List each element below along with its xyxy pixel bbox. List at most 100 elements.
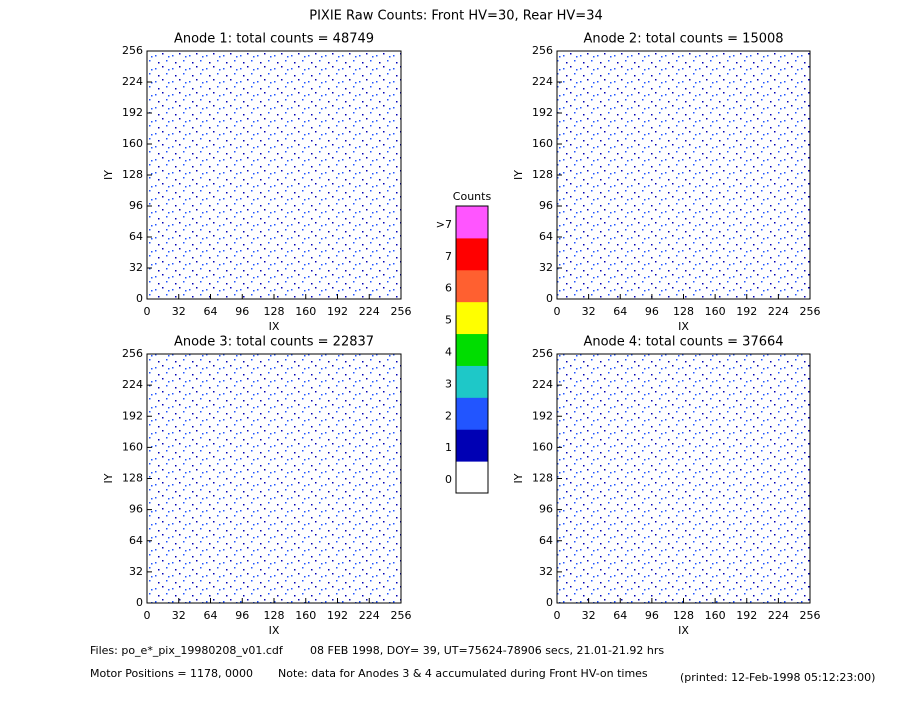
y-tick-label: 224 <box>122 378 143 391</box>
y-tick-label: 192 <box>532 409 553 422</box>
panel-title: Anode 3: total counts = 22837 <box>174 335 374 350</box>
y-tick-label: 0 <box>136 292 143 305</box>
x-tick-label: 192 <box>736 609 757 622</box>
y-tick-label: 160 <box>122 137 143 150</box>
y-tick-label: 224 <box>532 75 553 88</box>
y-tick-label: 160 <box>532 440 553 453</box>
colorbar-swatch <box>455 364 489 398</box>
x-tick-label: 64 <box>613 609 627 622</box>
colorbar-label: 2 <box>445 409 452 422</box>
footer-motor: Motor Positions = 1178, 0000 <box>90 667 253 680</box>
colorbar-swatch <box>455 237 489 271</box>
x-tick-label: 128 <box>264 305 285 318</box>
panel-title: Anode 1: total counts = 48749 <box>174 32 374 47</box>
plot-area <box>146 50 402 300</box>
y-tick-label: 32 <box>539 565 553 578</box>
colorbar-title: Counts <box>453 190 492 203</box>
y-tick-label: 128 <box>122 168 143 181</box>
y-tick-label: 192 <box>122 409 143 422</box>
colorbar-label: 7 <box>445 250 452 263</box>
panel-title: Anode 2: total counts = 15008 <box>583 32 783 47</box>
x-tick-label: 128 <box>673 609 694 622</box>
x-tick-label: 0 <box>554 305 561 318</box>
footer-files: Files: po_e*_pix_19980208_v01.cdf <box>90 644 284 657</box>
y-tick-label: 32 <box>129 565 143 578</box>
x-tick-label: 160 <box>295 305 316 318</box>
x-axis-label: IX <box>269 624 280 637</box>
y-tick-label: 256 <box>122 347 143 360</box>
x-tick-label: 160 <box>705 305 726 318</box>
x-tick-label: 0 <box>144 609 151 622</box>
y-tick-label: 0 <box>546 596 553 609</box>
colorbar-frame <box>455 205 489 494</box>
x-tick-label: 32 <box>172 305 186 318</box>
footer-note: Note: data for Anodes 3 & 4 accumulated … <box>278 667 648 680</box>
x-tick-label: 96 <box>645 305 659 318</box>
y-tick-label: 64 <box>539 230 553 243</box>
y-tick-label: 0 <box>136 596 143 609</box>
x-tick-label: 192 <box>736 305 757 318</box>
colorbar-label: >7 <box>436 218 452 231</box>
y-tick-label: 64 <box>539 534 553 547</box>
x-tick-label: 0 <box>144 305 151 318</box>
colorbar-label: 4 <box>445 346 452 359</box>
y-axis-label: IY <box>102 473 115 483</box>
plot-area <box>556 50 811 300</box>
y-tick-label: 64 <box>129 230 143 243</box>
y-axis-label: IY <box>512 473 525 483</box>
x-tick-label: 96 <box>235 305 249 318</box>
colorbar-label: 1 <box>445 441 452 454</box>
x-tick-label: 32 <box>582 609 596 622</box>
x-axis-label: IX <box>269 320 280 333</box>
colorbar-label: 5 <box>445 314 452 327</box>
x-tick-label: 64 <box>204 609 218 622</box>
x-tick-label: 256 <box>800 305 821 318</box>
x-tick-label: 96 <box>645 609 659 622</box>
x-tick-label: 224 <box>359 609 380 622</box>
colorbar-swatch <box>455 301 489 335</box>
x-tick-label: 224 <box>768 305 789 318</box>
footer-printed: (printed: 12-Feb-1998 05:12:23:00) <box>680 671 875 684</box>
y-axis-label: IY <box>102 170 115 180</box>
y-tick-label: 32 <box>539 261 553 274</box>
y-tick-label: 224 <box>122 75 143 88</box>
figure-title: PIXIE Raw Counts: Front HV=30, Rear HV=3… <box>309 9 603 24</box>
x-tick-label: 96 <box>235 609 249 622</box>
y-tick-label: 224 <box>532 378 553 391</box>
x-tick-label: 256 <box>800 609 821 622</box>
y-tick-label: 0 <box>546 292 553 305</box>
y-tick-label: 256 <box>532 44 553 57</box>
x-tick-label: 192 <box>327 305 348 318</box>
y-tick-label: 128 <box>532 168 553 181</box>
colorbar-swatch <box>455 460 489 494</box>
x-tick-label: 224 <box>359 305 380 318</box>
panel-title: Anode 4: total counts = 37664 <box>583 335 783 350</box>
y-tick-label: 96 <box>539 503 553 516</box>
x-tick-label: 32 <box>172 609 186 622</box>
plot-area <box>556 353 811 604</box>
colorbar-swatch <box>455 333 489 366</box>
y-tick-label: 128 <box>532 472 553 485</box>
x-tick-label: 160 <box>705 609 726 622</box>
x-tick-label: 64 <box>204 305 218 318</box>
x-tick-label: 0 <box>554 609 561 622</box>
y-tick-label: 128 <box>122 472 143 485</box>
x-axis-label: IX <box>678 320 689 333</box>
y-tick-label: 96 <box>129 199 143 212</box>
y-tick-label: 96 <box>539 199 553 212</box>
colorbar-swatch <box>455 205 489 239</box>
y-tick-label: 192 <box>532 106 553 119</box>
x-tick-label: 256 <box>391 609 412 622</box>
x-axis-label: IX <box>678 624 689 637</box>
y-tick-label: 192 <box>122 106 143 119</box>
y-tick-label: 96 <box>129 503 143 516</box>
x-tick-label: 224 <box>768 609 789 622</box>
y-tick-label: 160 <box>532 137 553 150</box>
y-axis-label: IY <box>512 170 525 180</box>
y-tick-label: 256 <box>532 347 553 360</box>
colorbar-label: 3 <box>445 377 452 390</box>
colorbar-label: 0 <box>445 473 452 486</box>
x-tick-label: 128 <box>673 305 694 318</box>
x-tick-label: 128 <box>264 609 285 622</box>
